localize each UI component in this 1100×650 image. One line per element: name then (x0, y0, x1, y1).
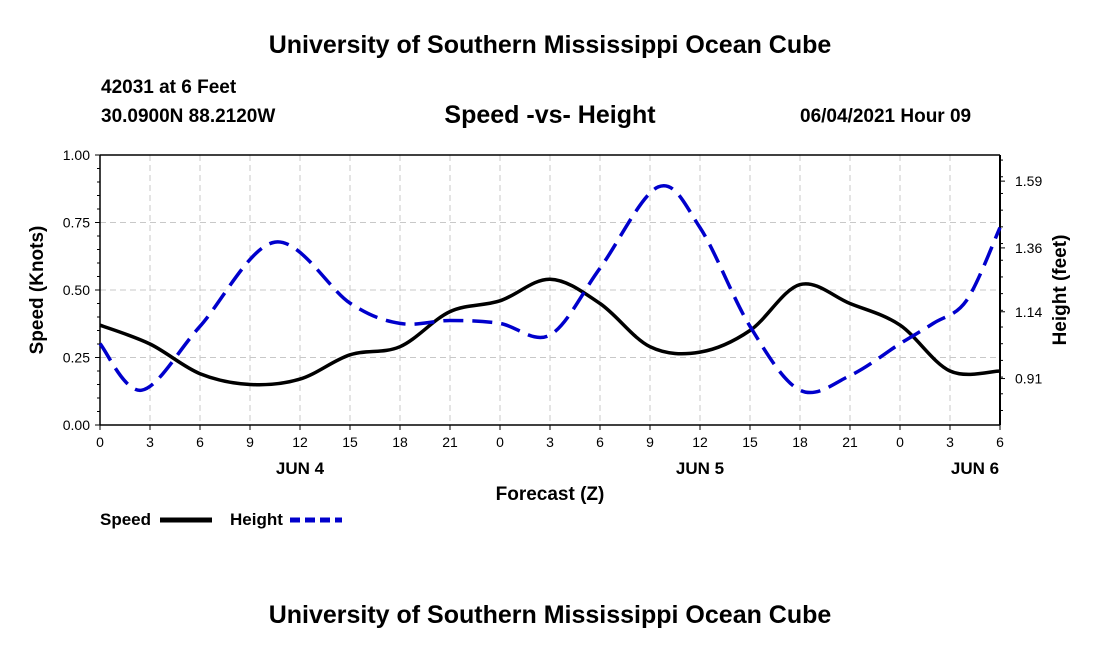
y-tick-label: 0.50 (63, 282, 90, 298)
x-tick-label: 12 (292, 434, 308, 450)
date-label: JUN 6 (951, 459, 999, 478)
x-tick-label: 9 (646, 434, 654, 450)
x-tick-label: 3 (946, 434, 954, 450)
legend-speed-label: Speed (100, 510, 151, 529)
x-tick-label: 0 (496, 434, 504, 450)
x-tick-label: 15 (342, 434, 358, 450)
date-label: JUN 5 (676, 459, 724, 478)
y2-tick-label: 1.14 (1015, 304, 1042, 320)
x-tick-label: 12 (692, 434, 708, 450)
y-tick-label: 1.00 (63, 147, 90, 163)
y2-axis-label: Height (feet) (1050, 235, 1071, 346)
x-axis-label: Forecast (Z) (496, 484, 605, 505)
chart-grid (100, 155, 1000, 425)
legend-height-label: Height (230, 510, 283, 529)
y-axis-label: Speed (Knots) (27, 226, 48, 355)
x-tick-label: 9 (246, 434, 254, 450)
y-tick-label: 0.00 (63, 417, 90, 433)
x-tick-label: 3 (146, 434, 154, 450)
x-tick-label: 15 (742, 434, 758, 450)
x-tick-label: 6 (196, 434, 204, 450)
chart-ticks: 0 3 6 9 12 15 18 21 0 3 6 9 12 15 18 21 0 3 6 0.00 0.25 0.50 0… (63, 147, 1043, 478)
x-tick-label: 6 (596, 434, 604, 450)
x-tick-label: 18 (392, 434, 408, 450)
y2-tick-label: 1.59 (1015, 173, 1042, 189)
series-line-height (98, 184, 1002, 395)
station-coordinates: 30.0900N 88.2120W (101, 106, 276, 127)
chart-series (98, 184, 1002, 395)
x-tick-label: 21 (842, 434, 858, 450)
forecast-datetime: 06/04/2021 Hour 09 (800, 106, 972, 127)
chart-title: Speed -vs- Height (444, 101, 656, 129)
x-tick-label: 18 (792, 434, 808, 450)
y-tick-label: 0.25 (63, 350, 90, 366)
y2-tick-label: 0.91 (1015, 371, 1042, 387)
page-title: University of Southern Mississippi Ocean… (268, 31, 832, 59)
x-tick-label: 21 (442, 434, 458, 450)
x-tick-label: 6 (996, 434, 1004, 450)
y2-tick-label: 1.36 (1015, 240, 1042, 256)
series-line-speed (99, 277, 1001, 387)
x-tick-label: 0 (896, 434, 904, 450)
x-tick-label: 0 (96, 434, 104, 450)
footer-title: University of Southern Mississippi Ocean… (268, 601, 832, 629)
x-tick-label: 3 (546, 434, 554, 450)
station-label: 42031 at 6 Feet (101, 77, 237, 98)
legend: Speed Height (100, 510, 342, 529)
y-tick-label: 0.75 (63, 215, 90, 231)
date-label: JUN 4 (276, 459, 325, 478)
